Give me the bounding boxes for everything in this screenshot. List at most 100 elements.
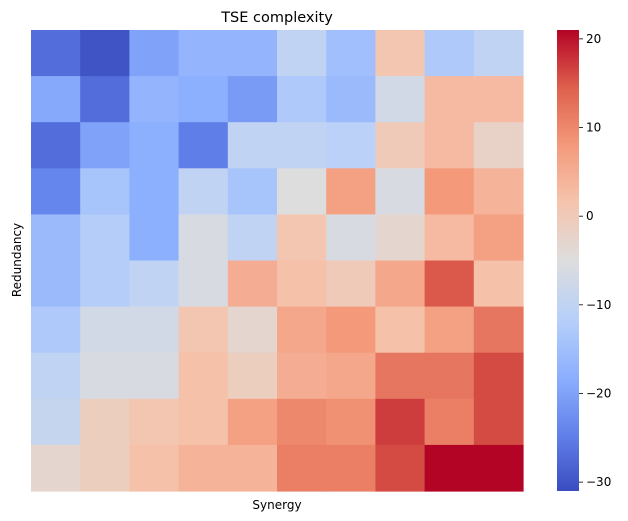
heatmap-cell xyxy=(326,122,376,169)
heatmap-cell xyxy=(227,306,278,354)
heatmap-cell xyxy=(178,444,229,492)
heatmap-cell xyxy=(129,30,180,77)
heatmap-cell xyxy=(31,352,81,400)
heatmap-cell xyxy=(326,76,376,123)
heatmap-cell xyxy=(424,122,475,169)
heatmap-cell xyxy=(473,168,524,215)
heatmap-cell xyxy=(424,444,475,492)
heatmap-cell xyxy=(80,306,130,354)
heatmap-cell xyxy=(129,214,180,262)
heatmap-cell xyxy=(129,122,180,169)
heatmap-cell xyxy=(227,168,278,215)
heatmap-cell xyxy=(129,352,180,400)
heatmap-cell xyxy=(375,122,426,169)
heatmap-cell xyxy=(375,168,426,215)
heatmap-cell xyxy=(375,306,426,354)
heatmap-cell xyxy=(277,260,327,308)
heatmap-cell xyxy=(80,260,130,308)
colorbar-ticks: 20 10 0 −10 −20 −30 xyxy=(579,32,611,489)
y-axis-label: Redundancy xyxy=(10,223,24,297)
heatmap-cell xyxy=(326,444,376,492)
heatmap-cell xyxy=(473,444,524,492)
heatmap-cell xyxy=(178,30,229,77)
heatmap-cell xyxy=(277,122,327,169)
heatmap-cell xyxy=(31,30,81,77)
heatmap-cell xyxy=(473,122,524,169)
heatmap-cell xyxy=(473,306,524,354)
heatmap-cell xyxy=(80,122,130,169)
heatmap-cells xyxy=(31,30,524,492)
heatmap-cell xyxy=(178,306,229,354)
heatmap-cell xyxy=(227,214,278,262)
heatmap-cell xyxy=(473,260,524,308)
heatmap-cell xyxy=(227,30,278,77)
colorbar-tick-label: −20 xyxy=(586,386,611,400)
heatmap-cell xyxy=(277,76,327,123)
heatmap-cell xyxy=(277,214,327,262)
heatmap-cell xyxy=(31,214,81,262)
heatmap-cell xyxy=(129,76,180,123)
colorbar-tick-label: 0 xyxy=(586,209,594,223)
heatmap-cell xyxy=(277,168,327,215)
heatmap-cell xyxy=(31,76,81,123)
heatmap-cell xyxy=(129,168,180,215)
heatmap-cell xyxy=(326,306,376,354)
heatmap-cell xyxy=(326,214,376,262)
heatmap-cell xyxy=(227,76,278,123)
heatmap-cell xyxy=(80,168,130,215)
heatmap-cell xyxy=(129,306,180,354)
heatmap-cell xyxy=(31,260,81,308)
heatmap-cell xyxy=(31,444,81,492)
heatmap-cell xyxy=(277,398,327,446)
heatmap-cell xyxy=(473,352,524,400)
heatmap-cell xyxy=(277,306,327,354)
heatmap-cell xyxy=(375,398,426,446)
colorbar-tick-label: 20 xyxy=(586,32,601,46)
heatmap-cell xyxy=(31,306,81,354)
heatmap-cell xyxy=(178,214,229,262)
heatmap-cell xyxy=(473,214,524,262)
heatmap-cell xyxy=(277,352,327,400)
heatmap-cell xyxy=(375,30,426,77)
heatmap-cell xyxy=(326,398,376,446)
heatmap-cell xyxy=(375,352,426,400)
heatmap-cell xyxy=(277,444,327,492)
heatmap-cell xyxy=(129,444,180,492)
heatmap-cell xyxy=(178,122,229,169)
heatmap-cell xyxy=(31,168,81,215)
heatmap-cell xyxy=(80,214,130,262)
heatmap-cell xyxy=(227,260,278,308)
colorbar-tick-label: −10 xyxy=(586,298,611,312)
heatmap-cell xyxy=(424,398,475,446)
heatmap-cell xyxy=(178,168,229,215)
heatmap-cell xyxy=(473,76,524,123)
chart-title: TSE complexity xyxy=(220,10,333,26)
colorbar-tick-label: 10 xyxy=(586,121,601,135)
heatmap-cell xyxy=(473,30,524,77)
heatmap-cell xyxy=(80,76,130,123)
heatmap-cell xyxy=(326,168,376,215)
heatmap-cell xyxy=(227,122,278,169)
heatmap-cell xyxy=(80,30,130,77)
heatmap-cell xyxy=(178,398,229,446)
heatmap-cell xyxy=(277,30,327,77)
heatmap-cell xyxy=(80,444,130,492)
heatmap-cell xyxy=(178,76,229,123)
heatmap-cell xyxy=(129,260,180,308)
heatmap-cell xyxy=(424,214,475,262)
heatmap-cell xyxy=(80,352,130,400)
heatmap-cell xyxy=(326,352,376,400)
colorbar xyxy=(557,30,579,491)
heatmap-cell xyxy=(326,260,376,308)
heatmap-cell xyxy=(473,398,524,446)
colorbar-tick-label: −30 xyxy=(586,475,611,489)
heatmap-cell xyxy=(375,260,426,308)
heatmap-cell xyxy=(227,352,278,400)
heatmap-cell xyxy=(178,260,229,308)
heatmap-cell xyxy=(424,260,475,308)
heatmap-cell xyxy=(375,214,426,262)
heatmap-cell xyxy=(227,444,278,492)
heatmap-cell xyxy=(31,398,81,446)
heatmap-cell xyxy=(424,76,475,123)
